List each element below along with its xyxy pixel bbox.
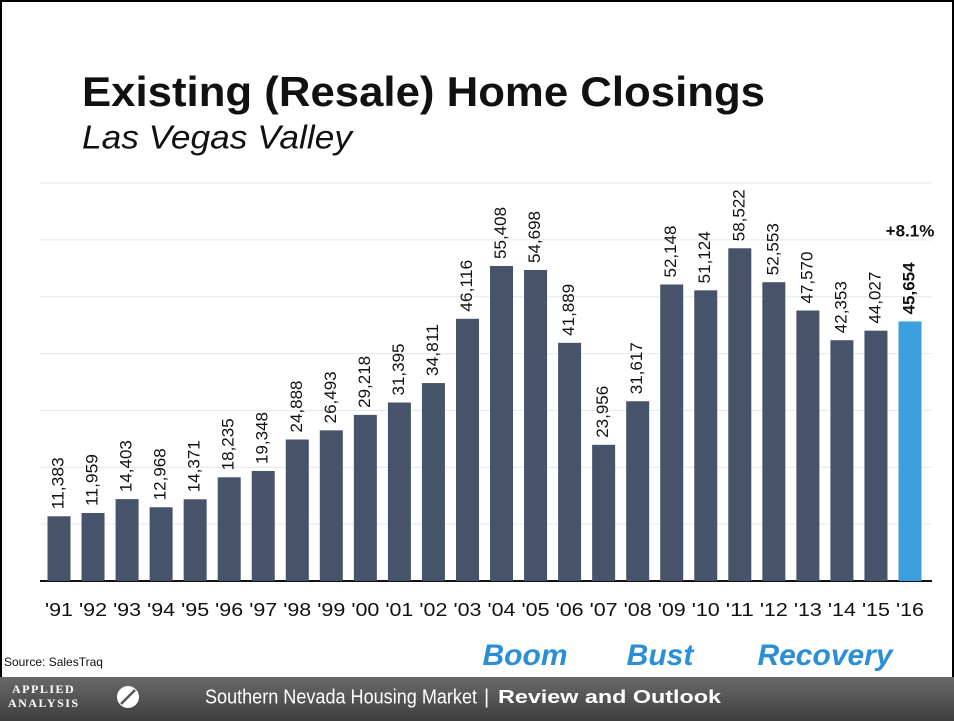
value-label: 31,395 — [389, 343, 408, 395]
x-tick-label: '06 — [556, 600, 584, 620]
footer-separator: | — [484, 686, 489, 708]
x-tick-label: '93 — [113, 600, 141, 620]
value-label: 42,353 — [831, 281, 850, 333]
annotation: Recovery — [757, 639, 893, 672]
bar — [149, 507, 173, 581]
annotation: Boom — [483, 639, 568, 672]
x-tick-label: '01 — [385, 600, 413, 620]
x-tick-label: '00 — [351, 600, 379, 620]
bar — [898, 321, 922, 581]
change-label: +8.1% — [886, 221, 935, 240]
bar — [592, 444, 616, 581]
x-tick-label: '11 — [726, 600, 754, 620]
x-tick-label: '98 — [283, 600, 311, 620]
value-label: 44,027 — [865, 272, 884, 324]
bar — [387, 402, 411, 581]
value-label: 51,124 — [695, 231, 714, 283]
bar — [524, 270, 548, 581]
chart-subtitle: Las Vegas Valley — [82, 119, 355, 156]
value-label: 45,654 — [899, 262, 918, 315]
bar — [830, 340, 854, 581]
annotation: Bust — [627, 639, 696, 672]
bar — [864, 330, 888, 581]
x-tick-label: '97 — [249, 600, 277, 620]
value-label: 55,408 — [491, 207, 510, 259]
bar — [47, 516, 71, 581]
chart-title: Existing (Resale) Home Closings — [82, 68, 765, 115]
value-label: 24,888 — [287, 380, 306, 432]
value-label: 18,235 — [219, 418, 238, 470]
value-label: 14,371 — [185, 440, 204, 492]
x-tick-label: '13 — [794, 600, 822, 620]
bar — [217, 477, 241, 581]
bar — [421, 383, 445, 581]
x-tick-label: '12 — [760, 600, 788, 620]
bar — [251, 470, 275, 581]
bar — [660, 284, 684, 581]
x-tick-label: '15 — [862, 600, 890, 620]
x-tick-label: '94 — [147, 600, 175, 620]
bar — [115, 499, 139, 581]
x-tick-label: '10 — [692, 600, 720, 620]
bar — [455, 318, 479, 581]
footer-bold: Review and Outlook — [498, 687, 722, 707]
value-label: 19,348 — [253, 412, 272, 464]
x-tick-label: '03 — [453, 600, 481, 620]
x-tick-label: '05 — [522, 600, 550, 620]
value-label: 14,403 — [117, 440, 136, 492]
value-label: 26,493 — [321, 371, 340, 423]
bar — [183, 499, 207, 581]
x-tick-label: '95 — [181, 600, 209, 620]
value-label: 11,959 — [83, 454, 102, 506]
bar — [285, 439, 309, 581]
footer-text: Southern Nevada Housing Market — [205, 686, 477, 708]
bar — [796, 310, 820, 581]
value-label: 46,116 — [457, 260, 476, 312]
logo-icon-stroke — [120, 689, 136, 705]
value-label: 29,218 — [355, 356, 374, 408]
logo-text: APPLIED — [12, 682, 75, 696]
x-tick-label: '92 — [79, 600, 107, 620]
x-tick-label: '99 — [317, 600, 345, 620]
bar — [626, 401, 650, 581]
bar — [319, 430, 343, 581]
bar — [558, 342, 582, 581]
value-label: 31,617 — [627, 342, 646, 394]
value-label: 52,148 — [661, 226, 680, 278]
x-tick-label: '08 — [624, 600, 652, 620]
x-tick-label: '09 — [658, 600, 686, 620]
x-tick-label: '14 — [828, 600, 856, 620]
bar — [81, 513, 105, 581]
x-tick-label: '91 — [45, 600, 73, 620]
bar — [728, 248, 752, 582]
footer-band — [0, 677, 954, 721]
bar — [490, 265, 514, 581]
bar — [353, 414, 377, 581]
logo-text: ANALYSIS — [8, 696, 80, 710]
value-label: 52,553 — [763, 223, 782, 275]
bar — [762, 282, 786, 581]
value-label: 58,522 — [729, 189, 748, 241]
x-tick-label: '04 — [488, 600, 516, 620]
value-label: 41,889 — [559, 284, 578, 336]
annotations: Boom Bust Recovery — [483, 639, 894, 672]
value-label: 12,968 — [151, 448, 170, 500]
x-tick-label: '16 — [896, 600, 924, 620]
value-label: 54,698 — [525, 211, 544, 263]
value-label: 11,383 — [48, 457, 67, 509]
value-label: 47,570 — [797, 252, 816, 304]
value-label: 23,956 — [593, 386, 612, 438]
value-label: 34,811 — [423, 324, 442, 376]
x-tick-label: '07 — [590, 600, 618, 620]
source: Source: SalesTraq — [4, 655, 103, 669]
x-tick-label: '02 — [419, 600, 447, 620]
bar — [694, 290, 718, 581]
x-tick-label: '96 — [215, 600, 243, 620]
